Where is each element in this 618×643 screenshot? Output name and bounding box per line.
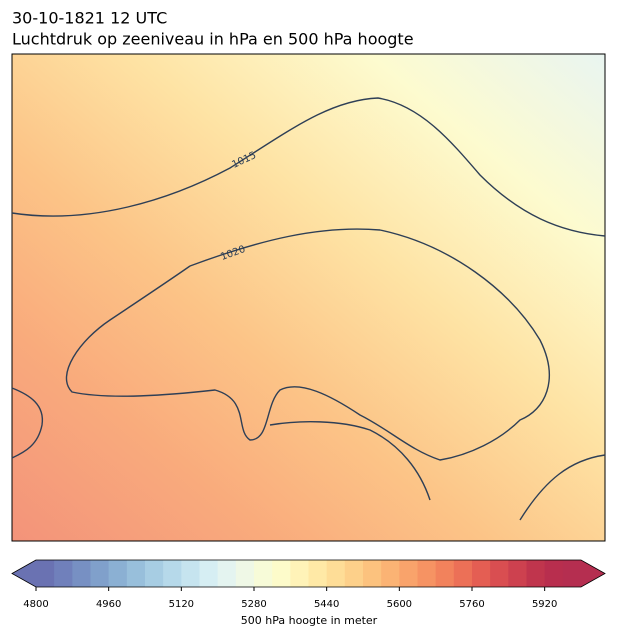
- isobars: [11, 97, 606, 521]
- colorbar-extend-high: [581, 560, 605, 587]
- colorbar-segment: [217, 560, 237, 587]
- colorbar-segment: [36, 560, 55, 587]
- title: 30-10-1821 12 UTC: [12, 9, 167, 28]
- colorbar-segment: [308, 560, 328, 587]
- colorbar-segment: [108, 560, 128, 587]
- colorbar-tick-label: 5600: [387, 599, 412, 610]
- colorbar-tick-label: 4960: [96, 599, 121, 610]
- colorbar-segment: [544, 560, 564, 587]
- colorbar-segment: [199, 560, 219, 587]
- colorbar-tick-label: 5920: [532, 599, 557, 610]
- colorbar-label: 500 hPa hoogte in meter: [241, 614, 378, 627]
- colorbar-segment: [399, 560, 418, 587]
- subtitle: Luchtdruk op zeeniveau in hPa en 500 hPa…: [12, 30, 414, 49]
- isobar: [11, 387, 44, 459]
- colorbar-tick-label: 4800: [23, 599, 48, 610]
- colorbar-segment: [490, 560, 509, 587]
- colorbar-segment: [381, 560, 400, 587]
- colorbar-tick-label: 5440: [314, 599, 339, 610]
- colorbar-segment: [72, 560, 91, 587]
- isobar: [65, 228, 550, 461]
- colorbar-tick-label: 5280: [241, 599, 266, 610]
- isobar: [11, 97, 606, 237]
- colorbar-outline: [11, 559, 606, 588]
- colorbar-segment: [54, 560, 73, 587]
- colorbar-tick-label: 5760: [459, 599, 484, 610]
- colorbar-segment: [145, 560, 164, 587]
- colorbar-segment: [290, 560, 309, 587]
- colorbar-segment: [235, 560, 255, 587]
- colorbar-segment: [126, 560, 146, 587]
- colorbar-tick-label: 5120: [169, 599, 194, 610]
- colorbar-segment: [326, 560, 346, 587]
- colorbar-segment: [181, 560, 200, 587]
- colorbar-extend-low: [12, 560, 36, 587]
- isobar: [519, 454, 606, 521]
- colorbar-segment: [163, 560, 182, 587]
- colorbar-segment: [417, 560, 437, 587]
- colorbar-segment: [344, 560, 364, 587]
- colorbar-segment: [90, 560, 110, 587]
- colorbar-segment: [562, 560, 582, 587]
- isobar: [269, 421, 431, 501]
- colorbar-segment: [272, 560, 291, 587]
- colorbar-segment: [453, 560, 473, 587]
- colorbar-segment: [472, 560, 491, 587]
- map-area: [11, 53, 606, 542]
- colorbar-segment: [526, 560, 546, 587]
- colorbar-segment: [254, 560, 273, 587]
- colorbar-segment: [508, 560, 527, 587]
- colorbar-segment: [435, 560, 455, 587]
- colorbar-segment: [363, 560, 382, 587]
